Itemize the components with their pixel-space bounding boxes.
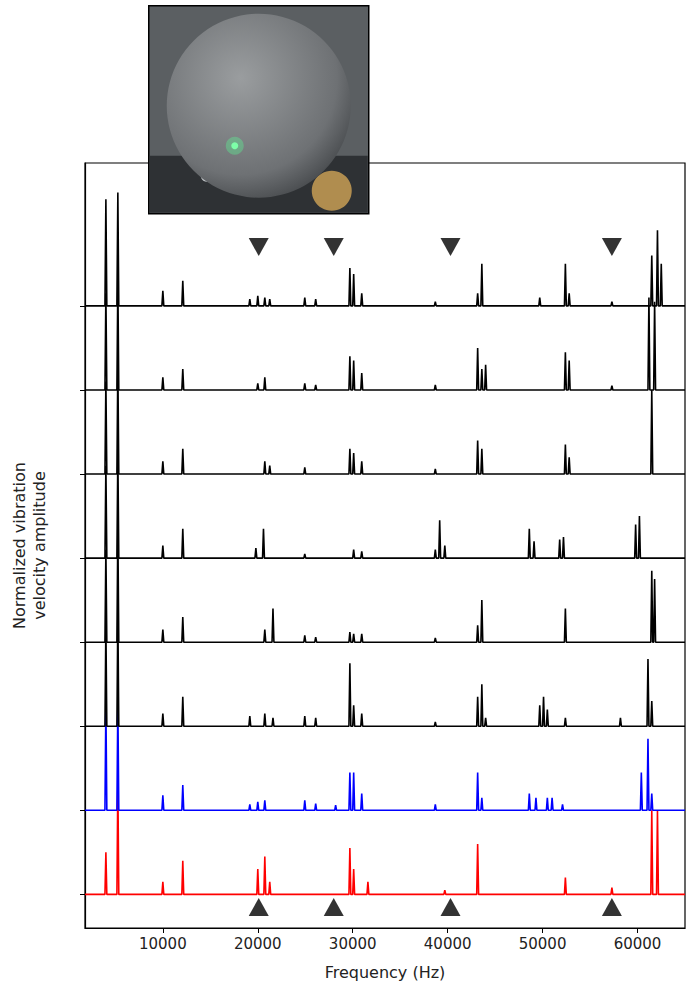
svg-text:Frequency (Hz): Frequency (Hz) (325, 963, 446, 982)
svg-text:velocity amplitude: velocity amplitude (30, 471, 49, 619)
svg-text:40000: 40000 (424, 935, 472, 953)
svg-text:10000: 10000 (139, 935, 187, 953)
svg-text:20000: 20000 (234, 935, 282, 953)
svg-text:50000: 50000 (519, 935, 567, 953)
svg-text:Normalized vibration: Normalized vibration (10, 462, 29, 629)
svg-text:30000: 30000 (329, 935, 377, 953)
svg-text:60000: 60000 (614, 935, 662, 953)
